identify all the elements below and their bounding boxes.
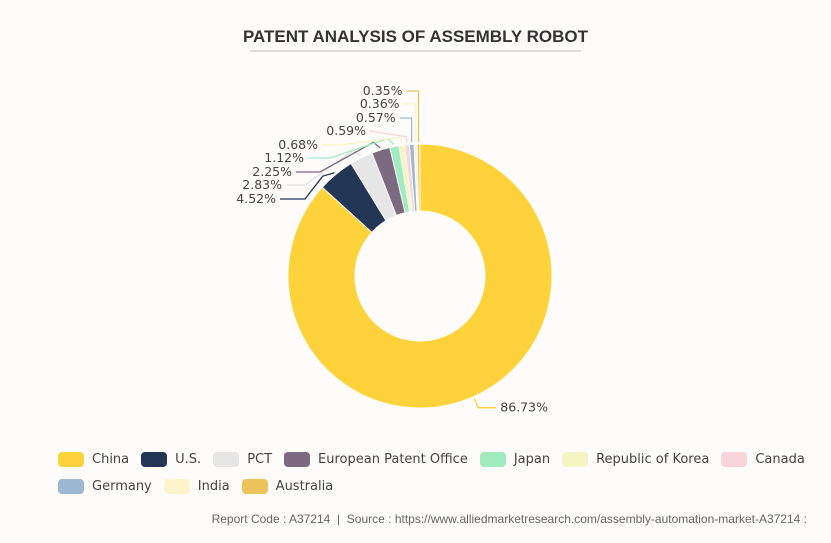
data-label-india: 0.36% [360, 96, 400, 111]
legend-row: Germany India Australia [58, 473, 818, 500]
data-label-japan: 1.12% [264, 150, 304, 165]
leader-line-european-patent-office [296, 141, 381, 173]
legend-item-australia[interactable]: Australia [241, 479, 334, 494]
leader-line-canada [369, 130, 408, 143]
legend-label: U.S. [175, 452, 202, 467]
legend: China U.S. PCT European Patent Office Japan R… [58, 446, 818, 500]
legend-label: Germany [92, 479, 152, 494]
data-label-u-s: 4.52% [236, 191, 276, 206]
legend-label: Republic of Korea [596, 452, 710, 467]
legend-swatch [721, 452, 748, 467]
legend-swatch [562, 452, 589, 467]
legend-item-canada[interactable]: Canada [721, 452, 805, 467]
data-label-pct: 2.83% [242, 177, 282, 192]
legend-label: China [92, 452, 130, 467]
legend-label: European Patent Office [318, 452, 468, 467]
source-footer: Report Code : A37214 | Source : https://… [211, 512, 807, 526]
legend-item-european-patent-office[interactable]: European Patent Office [284, 452, 468, 467]
leader-line-republic-of-korea [322, 136, 403, 146]
legend-label: India [197, 479, 230, 494]
legend-item-germany[interactable]: Germany [58, 479, 152, 494]
slice-australia[interactable] [416, 143, 421, 212]
chart-title: PATENT ANALYSIS OF ASSEMBLY ROBOT [242, 27, 589, 46]
data-label-germany: 0.57% [356, 110, 396, 125]
legend-label: Australia [275, 479, 334, 494]
data-label-china: 86.73% [500, 400, 548, 415]
title-underline [250, 50, 581, 52]
legend-swatch [479, 452, 506, 467]
leader-line-china [473, 398, 497, 409]
legend-label: PCT [247, 452, 273, 467]
legend-item-pct[interactable]: PCT [213, 452, 272, 467]
legend-item-japan[interactable]: Japan [479, 452, 551, 467]
donut-chart: 86.73% 4.52%2.83%2.25%1.12%0.68% 0.59%0.57… [236, 83, 553, 415]
legend-label: Canada [755, 452, 805, 467]
leader-line-australia [406, 90, 420, 143]
data-label-european-patent-office: 2.25% [252, 164, 292, 179]
slice-china[interactable] [287, 143, 553, 409]
legend-label: Japan [513, 452, 551, 467]
leader-line-japan [308, 137, 395, 159]
data-label-australia: 0.35% [363, 83, 403, 98]
legend-item-india[interactable]: India [163, 479, 230, 494]
legend-row: China U.S. PCT European Patent Office Japan R… [58, 446, 818, 473]
data-label-republic-of-korea: 0.68% [278, 137, 318, 152]
legend-swatch [241, 479, 268, 494]
legend-swatch [58, 452, 84, 467]
legend-swatch [141, 452, 168, 467]
legend-item-china[interactable]: China [58, 452, 129, 467]
legend-item-republic-of-korea[interactable]: Republic of Korea [562, 452, 709, 467]
legend-swatch [58, 479, 84, 494]
legend-item-u-s[interactable]: U.S. [141, 452, 201, 467]
leader-line-india [403, 103, 417, 143]
legend-swatch [213, 452, 240, 467]
data-label-canada: 0.59% [326, 123, 366, 138]
leader-line-germany [399, 117, 413, 143]
leader-line-u-s [280, 172, 335, 200]
legend-swatch [284, 452, 311, 467]
legend-swatch [163, 479, 190, 494]
